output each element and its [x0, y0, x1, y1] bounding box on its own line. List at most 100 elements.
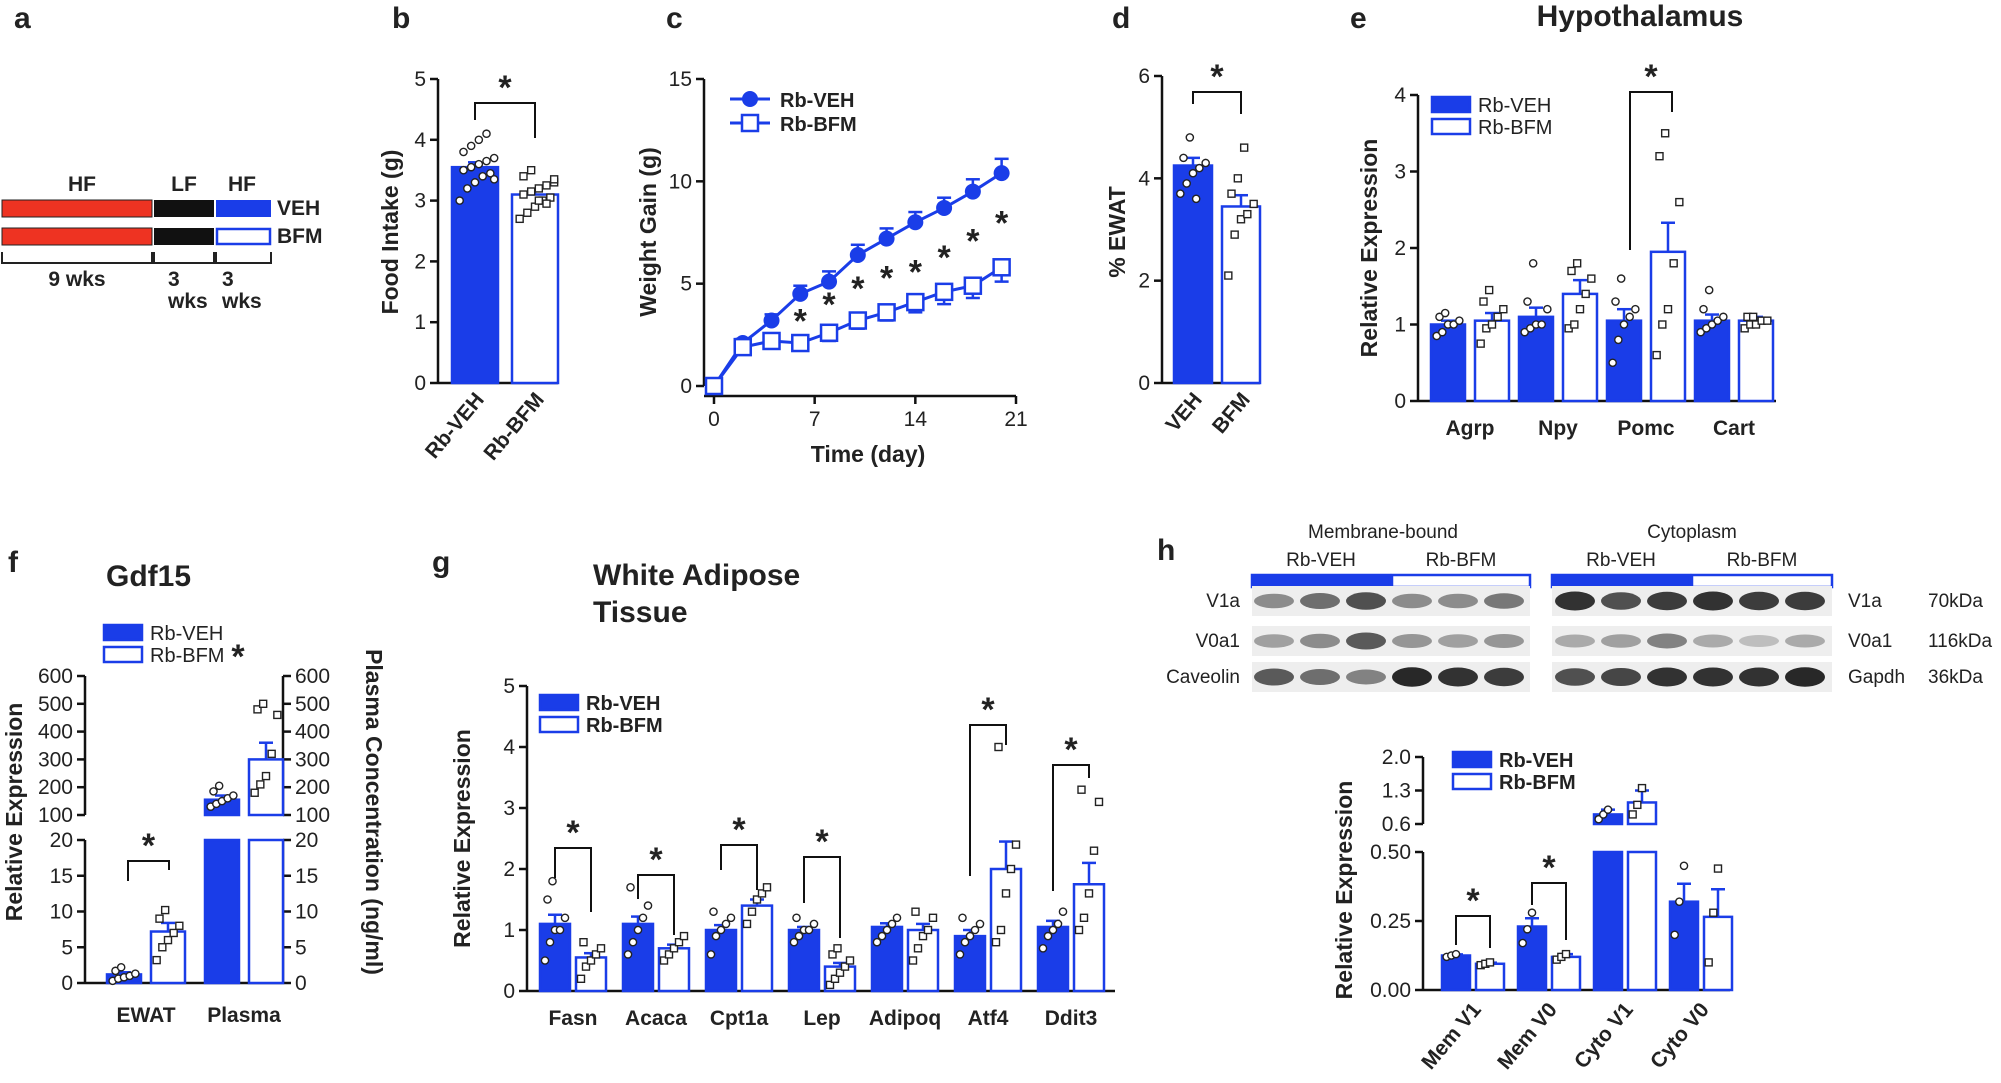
blot-band-right: [1555, 591, 1595, 611]
c-x-tick-label: 7: [809, 408, 821, 431]
b-sig-star: *: [498, 69, 512, 107]
blot-band-left: [1254, 668, 1294, 686]
d-point: [1179, 153, 1188, 163]
c-point-veh: [878, 230, 895, 247]
g-point: [911, 907, 920, 916]
e-point: [1663, 305, 1673, 314]
c-x-tick-label: 21: [1004, 408, 1027, 431]
b-point: [519, 172, 528, 181]
h-point: [1485, 958, 1495, 967]
f-y-high-tick-label: 500: [38, 693, 73, 716]
timeline-row-bfm-label: BFM: [277, 225, 323, 248]
blot-strip-left-1: [1252, 626, 1530, 656]
e-point: [1655, 151, 1664, 161]
g-point: [633, 925, 643, 935]
c-sig-star: *: [794, 303, 808, 341]
c-point-bfm: [963, 276, 983, 295]
d-point: [1236, 215, 1246, 224]
blot-row-label-right-1: V0a1: [1848, 631, 1892, 652]
f-sig-ewat: [127, 860, 170, 881]
f-point: [261, 771, 271, 781]
g-point: [721, 919, 731, 929]
e-y-tick-label: 1: [1394, 314, 1406, 337]
g-point: [996, 925, 1006, 935]
blot-band-left: [1392, 634, 1432, 648]
h-point: [1675, 897, 1684, 906]
d-bar-0: [1172, 164, 1214, 385]
blot-band-left: [1254, 593, 1294, 609]
c-point-bfm: [906, 292, 925, 312]
c-sig-star: *: [880, 260, 894, 298]
f-point: [155, 914, 164, 923]
b-point: [526, 165, 536, 175]
f-point: [163, 935, 173, 945]
b-y-tick-label: 4: [414, 129, 426, 152]
e-point: [1614, 335, 1623, 345]
e-sig: [1629, 91, 1673, 250]
e-point: [1713, 316, 1722, 325]
e-point: [1675, 197, 1684, 207]
h-point: [1713, 864, 1723, 873]
g-point: [706, 950, 716, 959]
blot-band-right: [1785, 634, 1825, 648]
h-point: [1451, 949, 1461, 959]
g-sig-5: [969, 724, 1007, 876]
c-point-bfm: [791, 333, 810, 353]
e-point: [1763, 316, 1772, 325]
panel-label-e: e: [1350, 2, 1367, 35]
blot-condition-bar-2: [1550, 573, 1692, 589]
blot-band-right: [1785, 667, 1825, 687]
c-point-veh: [763, 312, 780, 329]
f-y2-high-tick-label: 200: [295, 776, 330, 799]
f-point: [214, 781, 224, 791]
e-bar-Rb-BFM: [1649, 250, 1687, 403]
blot-band-right: [1647, 667, 1687, 687]
e-point: [1704, 285, 1714, 295]
b-point: [489, 175, 499, 184]
f-y2-high-tick-label: 500: [295, 693, 330, 716]
blot-band-left: [1346, 592, 1386, 610]
e-point: [1537, 320, 1546, 329]
e-y-title: Relative Expression: [1356, 139, 1382, 358]
g-sig-2: [720, 844, 758, 890]
g-point: [711, 931, 721, 941]
c-y-tick-label: 10: [669, 170, 692, 193]
g-point: [545, 937, 555, 947]
g-sig-6-star: *: [1064, 731, 1078, 769]
blot-condition-label-3: Rb-BFM: [1727, 550, 1798, 571]
blot-band-right: [1601, 634, 1641, 648]
g-cat-0: Fasn: [548, 1007, 597, 1030]
g-point: [669, 944, 679, 953]
duration-wks-b: wks: [221, 290, 262, 313]
e-point: [1570, 320, 1579, 329]
duration-9wks: 9 wks: [48, 268, 105, 291]
g-bar-Rb-BFM: [1072, 883, 1106, 993]
g-point: [716, 925, 726, 935]
h-legend-label-1: Rb-BFM: [1499, 772, 1576, 794]
b-point: [534, 184, 544, 193]
c-y-tick-label: 15: [669, 68, 692, 91]
e-point: [1699, 304, 1708, 314]
g-point: [887, 919, 897, 929]
e-y-tick-label: 2: [1394, 237, 1406, 260]
c-sig-star: *: [851, 270, 865, 308]
e-point: [1567, 266, 1576, 276]
d-sig-star: *: [1210, 58, 1224, 96]
e-point: [1572, 259, 1582, 268]
blot-condition-bar-3: [1690, 573, 1834, 589]
timeline-veh-lf-bar: [154, 200, 214, 217]
g-point: [958, 913, 967, 923]
g-point: [762, 883, 772, 892]
blot-size-label-0: 70kDa: [1928, 591, 1983, 612]
f-point: [229, 791, 238, 800]
c-point-veh: [792, 285, 809, 302]
c-point-veh: [936, 199, 953, 216]
h-sig-memv0: [1531, 882, 1567, 940]
b-point: [455, 196, 464, 205]
g-point: [1038, 944, 1048, 953]
f-y-low-tick-label: 5: [61, 936, 73, 959]
c-legend-marker-0: [742, 91, 758, 107]
c-y-tick-label: 5: [680, 273, 692, 296]
blot-band-left: [1300, 593, 1340, 609]
